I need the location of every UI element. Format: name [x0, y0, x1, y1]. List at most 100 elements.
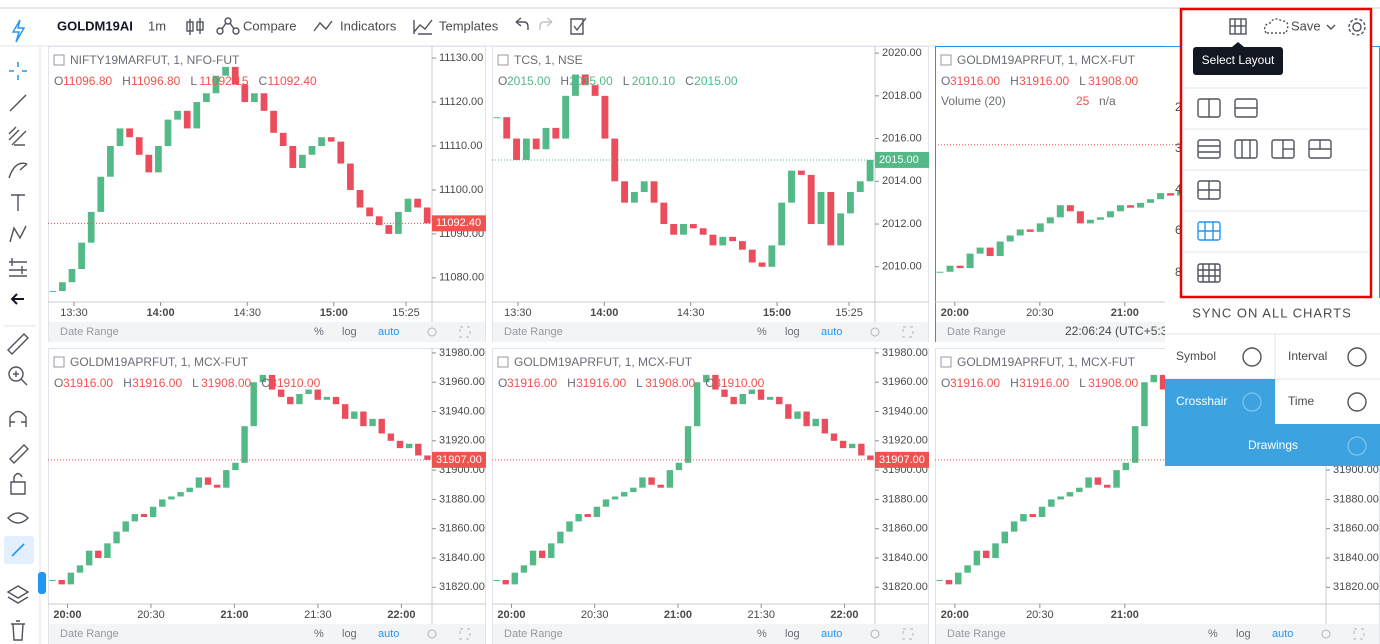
candle [639, 477, 646, 488]
save[interactable]: Save [1291, 18, 1321, 33]
info-icon[interactable] [1347, 347, 1367, 367]
candle [837, 213, 845, 246]
templates[interactable]: Templates [439, 18, 499, 33]
candle [149, 506, 157, 517]
x-tick-label: 14:00 [590, 307, 618, 319]
tool-cross[interactable] [9, 62, 27, 80]
percent-toggle[interactable]: % [314, 628, 324, 640]
tool-magnet[interactable] [9, 410, 27, 428]
percent-toggle[interactable]: % [757, 326, 767, 338]
sync-interval[interactable]: Interval [1288, 349, 1327, 363]
date-range[interactable]: Date Range [60, 326, 119, 338]
x-tick-label: 20:30 [137, 609, 165, 621]
candle [1103, 484, 1111, 488]
ohlc-label: O [54, 74, 63, 88]
save-icon[interactable] [1263, 18, 1289, 34]
snapshot[interactable] [570, 17, 587, 35]
tool-ruler[interactable] [7, 333, 29, 355]
chart-style-icon[interactable] [186, 18, 204, 35]
auto-toggle[interactable]: auto [1272, 628, 1293, 640]
tool-zoom[interactable] [8, 366, 28, 386]
compare-icon[interactable] [216, 17, 240, 35]
symbol[interactable]: GOLDM19AI [57, 18, 133, 33]
tool-back[interactable] [10, 293, 24, 305]
auto-toggle[interactable]: auto [378, 326, 399, 338]
y-tick-label: 31880.00 [882, 493, 928, 505]
compare[interactable]: Compare [243, 18, 296, 33]
date-range[interactable]: Date Range [504, 326, 563, 338]
log-toggle[interactable]: log [785, 628, 800, 640]
layout-option[interactable] [1197, 180, 1221, 200]
auto-toggle[interactable]: auto [378, 628, 399, 640]
layout-option[interactable] [1271, 139, 1295, 159]
auto-toggle[interactable]: auto [821, 326, 842, 338]
layout-button[interactable] [1229, 18, 1247, 35]
layout-option[interactable] [1197, 263, 1221, 283]
y-tick-label: 31880.00 [1333, 493, 1379, 505]
collapse-handle[interactable] [38, 572, 46, 594]
ohlc-label: L [623, 74, 630, 88]
interval[interactable]: 1m [148, 18, 166, 33]
plot [48, 374, 432, 585]
auto-toggle[interactable]: auto [821, 628, 842, 640]
undo[interactable] [515, 17, 529, 30]
info-icon[interactable] [1242, 392, 1262, 412]
templates-icon[interactable] [413, 19, 433, 35]
save-menu[interactable] [1326, 24, 1336, 30]
indicators[interactable]: Indicators [340, 18, 397, 33]
candle [279, 132, 287, 146]
tool-lock[interactable] [10, 472, 26, 495]
tool-pattern[interactable] [9, 225, 27, 243]
y-tick-label: 2018.00 [882, 90, 922, 102]
date-range[interactable]: Date Range [504, 628, 563, 640]
sync-drawings[interactable]: Drawings [1248, 438, 1298, 452]
y-tick-label: 31840.00 [882, 552, 928, 564]
tool-hide[interactable] [7, 512, 29, 524]
redo[interactable] [539, 17, 553, 30]
candle [1157, 193, 1165, 200]
tool-fib[interactable] [8, 126, 27, 146]
last-price: 2015.00 [879, 154, 919, 166]
tool-objects[interactable] [6, 585, 30, 604]
candle [680, 224, 687, 235]
date-range[interactable]: Date Range [60, 628, 119, 640]
candle [584, 514, 591, 517]
tool-link[interactable] [11, 543, 25, 557]
tool-line[interactable] [9, 94, 27, 112]
date-range[interactable]: Date Range [947, 628, 1006, 640]
log-toggle[interactable]: log [342, 326, 357, 338]
percent-toggle[interactable]: % [757, 628, 767, 640]
tool-stay-drawing[interactable] [9, 444, 29, 464]
layout-count: 3 [1175, 141, 1182, 155]
percent-toggle[interactable]: % [1208, 628, 1218, 640]
candle [758, 262, 766, 267]
tool-brush[interactable] [8, 162, 28, 179]
layout-option[interactable] [1197, 98, 1221, 118]
layout-option[interactable] [1234, 98, 1258, 118]
layout-option[interactable] [1308, 139, 1332, 159]
indicators-icon[interactable] [313, 20, 333, 32]
percent-toggle[interactable]: % [314, 326, 324, 338]
date-range[interactable]: Date Range [947, 326, 1006, 338]
layout-option[interactable] [1197, 139, 1221, 159]
tool-trash[interactable] [11, 620, 25, 641]
info-icon[interactable] [1242, 347, 1262, 367]
log-toggle[interactable]: log [342, 628, 357, 640]
candle [49, 291, 57, 293]
sync-time[interactable]: Time [1288, 394, 1315, 408]
sync-symbol[interactable]: Symbol [1176, 349, 1216, 363]
tool-prediction[interactable] [9, 258, 27, 277]
x-tick-label: 14:30 [677, 307, 705, 319]
info-icon[interactable] [1347, 436, 1367, 456]
layout-option[interactable] [1234, 139, 1258, 159]
tool-fast[interactable] [11, 19, 26, 43]
log-toggle[interactable]: log [785, 326, 800, 338]
sync-crosshair[interactable]: Crosshair [1176, 394, 1227, 408]
layout-option-selected[interactable] [1197, 221, 1221, 241]
settings[interactable] [1348, 18, 1366, 36]
log-toggle[interactable]: log [1236, 628, 1251, 640]
tool-text[interactable] [11, 194, 25, 211]
y-tick-label: 11110.00 [439, 140, 482, 152]
x-tick-label: 22:00 [830, 609, 858, 621]
info-icon[interactable] [1347, 392, 1367, 412]
